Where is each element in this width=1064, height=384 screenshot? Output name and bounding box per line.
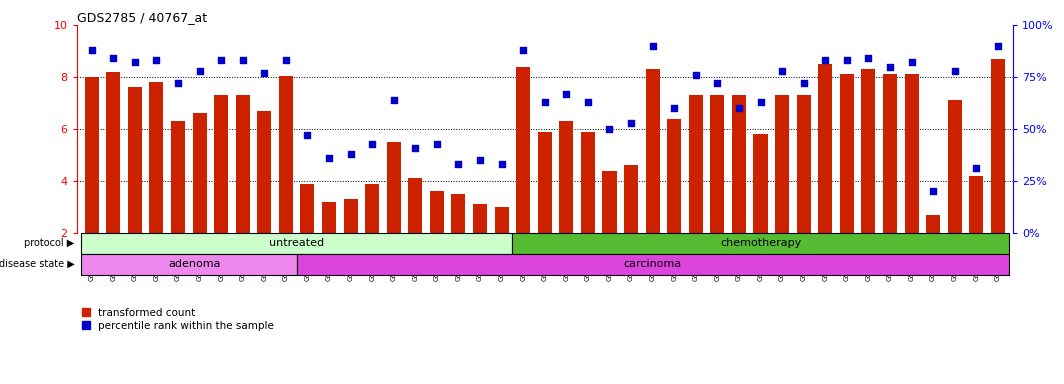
Bar xyxy=(451,194,465,233)
Bar xyxy=(516,66,530,233)
Bar xyxy=(279,76,293,233)
Point xyxy=(990,43,1007,49)
Point xyxy=(536,99,553,105)
Bar xyxy=(883,74,897,233)
Bar xyxy=(537,132,552,233)
Point xyxy=(364,141,381,147)
Bar xyxy=(646,69,660,233)
Bar xyxy=(365,184,379,233)
Point xyxy=(558,91,575,97)
Bar xyxy=(862,69,876,233)
Bar xyxy=(85,77,99,233)
Point xyxy=(881,63,898,70)
Bar xyxy=(904,74,918,233)
Point xyxy=(860,55,877,61)
Point xyxy=(83,47,100,53)
Bar xyxy=(818,64,832,233)
Point xyxy=(644,43,661,49)
Point xyxy=(493,161,510,167)
Point xyxy=(429,141,446,147)
Text: adenoma: adenoma xyxy=(168,259,220,269)
Point xyxy=(622,120,639,126)
Point xyxy=(234,57,251,63)
Bar xyxy=(81,254,297,275)
Point xyxy=(601,126,618,132)
Text: carcinoma: carcinoma xyxy=(624,259,682,269)
Bar xyxy=(106,72,120,233)
Point xyxy=(299,132,316,138)
Bar xyxy=(128,88,142,233)
Bar xyxy=(513,233,1009,254)
Bar xyxy=(322,202,336,233)
Bar xyxy=(991,59,1004,233)
Point xyxy=(968,166,985,172)
Bar xyxy=(581,132,595,233)
Point xyxy=(795,80,812,86)
Bar xyxy=(344,199,358,233)
Bar xyxy=(775,95,789,233)
Bar xyxy=(430,191,444,233)
Bar xyxy=(797,95,811,233)
Point xyxy=(709,80,726,86)
Bar xyxy=(926,215,941,233)
Point xyxy=(666,105,683,111)
Point xyxy=(127,59,144,65)
Point xyxy=(730,105,747,111)
Bar xyxy=(753,134,767,233)
Point xyxy=(255,70,272,76)
Point xyxy=(320,155,337,161)
Bar xyxy=(688,95,703,233)
Point xyxy=(925,188,942,194)
Bar xyxy=(149,82,164,233)
Bar xyxy=(214,95,228,233)
Text: protocol ▶: protocol ▶ xyxy=(24,238,74,248)
Bar xyxy=(409,178,422,233)
Bar xyxy=(969,176,983,233)
Point xyxy=(213,57,230,63)
Text: untreated: untreated xyxy=(269,238,325,248)
Point xyxy=(752,99,769,105)
Point xyxy=(385,97,402,103)
Bar xyxy=(193,113,206,233)
Text: chemotherapy: chemotherapy xyxy=(720,238,801,248)
Bar xyxy=(625,166,638,233)
Bar xyxy=(602,170,616,233)
Point xyxy=(450,161,467,167)
Point xyxy=(343,151,360,157)
Bar xyxy=(236,95,250,233)
Point xyxy=(406,145,423,151)
Bar xyxy=(297,254,1009,275)
Point xyxy=(515,47,532,53)
Point xyxy=(687,72,704,78)
Bar xyxy=(386,142,401,233)
Point xyxy=(817,57,834,63)
Text: GDS2785 / 40767_at: GDS2785 / 40767_at xyxy=(77,11,206,24)
Bar xyxy=(495,207,509,233)
Point xyxy=(946,68,963,74)
Point xyxy=(148,57,165,63)
Bar xyxy=(473,204,487,233)
Bar xyxy=(948,100,962,233)
Point xyxy=(278,57,295,63)
Legend: transformed count, percentile rank within the sample: transformed count, percentile rank withi… xyxy=(82,308,275,331)
Point xyxy=(838,57,855,63)
Point xyxy=(471,157,488,163)
Text: disease state ▶: disease state ▶ xyxy=(0,259,74,269)
Bar xyxy=(560,121,573,233)
Point xyxy=(774,68,791,74)
Bar xyxy=(300,184,315,233)
Bar xyxy=(171,121,185,233)
Point xyxy=(903,59,920,65)
Point xyxy=(104,55,121,61)
Bar xyxy=(839,74,853,233)
Point xyxy=(580,99,597,105)
Point xyxy=(169,80,186,86)
Bar xyxy=(732,95,746,233)
Bar xyxy=(711,95,725,233)
Point xyxy=(192,68,209,74)
Bar xyxy=(667,119,681,233)
Bar xyxy=(257,111,271,233)
Bar xyxy=(81,233,513,254)
